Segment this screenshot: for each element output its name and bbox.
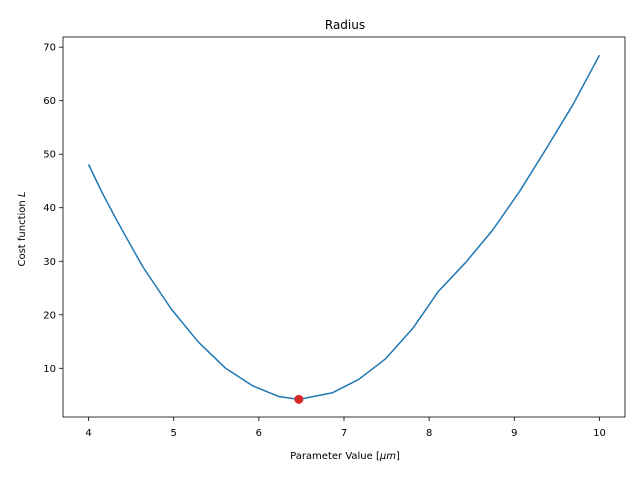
y-tick-label: 50 [43,150,56,161]
y-axis: 10 20 30 40 50 60 70 [43,43,63,375]
x-tick-label: 8 [426,428,432,439]
x-tick-label: 4 [85,428,91,439]
x-tick-label: 7 [341,428,347,439]
y-tick-label: 30 [43,257,56,268]
x-axis-label: Parameter Value [μm] [290,451,400,462]
x-tick-label: 5 [171,428,177,439]
y-tick-label: 60 [43,96,56,107]
minimum-point-marker [294,394,304,404]
x-tick-label: 10 [593,428,606,439]
y-tick-label: 70 [43,43,56,54]
plot-frame [62,36,626,418]
x-tick-label: 9 [511,428,517,439]
y-axis-label: Cost function L [17,191,28,266]
plot-area [87,54,601,404]
x-axis: 4 5 6 7 8 9 10 [85,417,606,439]
x-tick-label: 6 [256,428,262,439]
y-tick-label: 10 [43,364,56,375]
chart-title: Radius [325,18,365,32]
y-tick-label: 20 [43,310,56,321]
y-tick-label: 40 [43,203,56,214]
series-line [87,54,601,401]
